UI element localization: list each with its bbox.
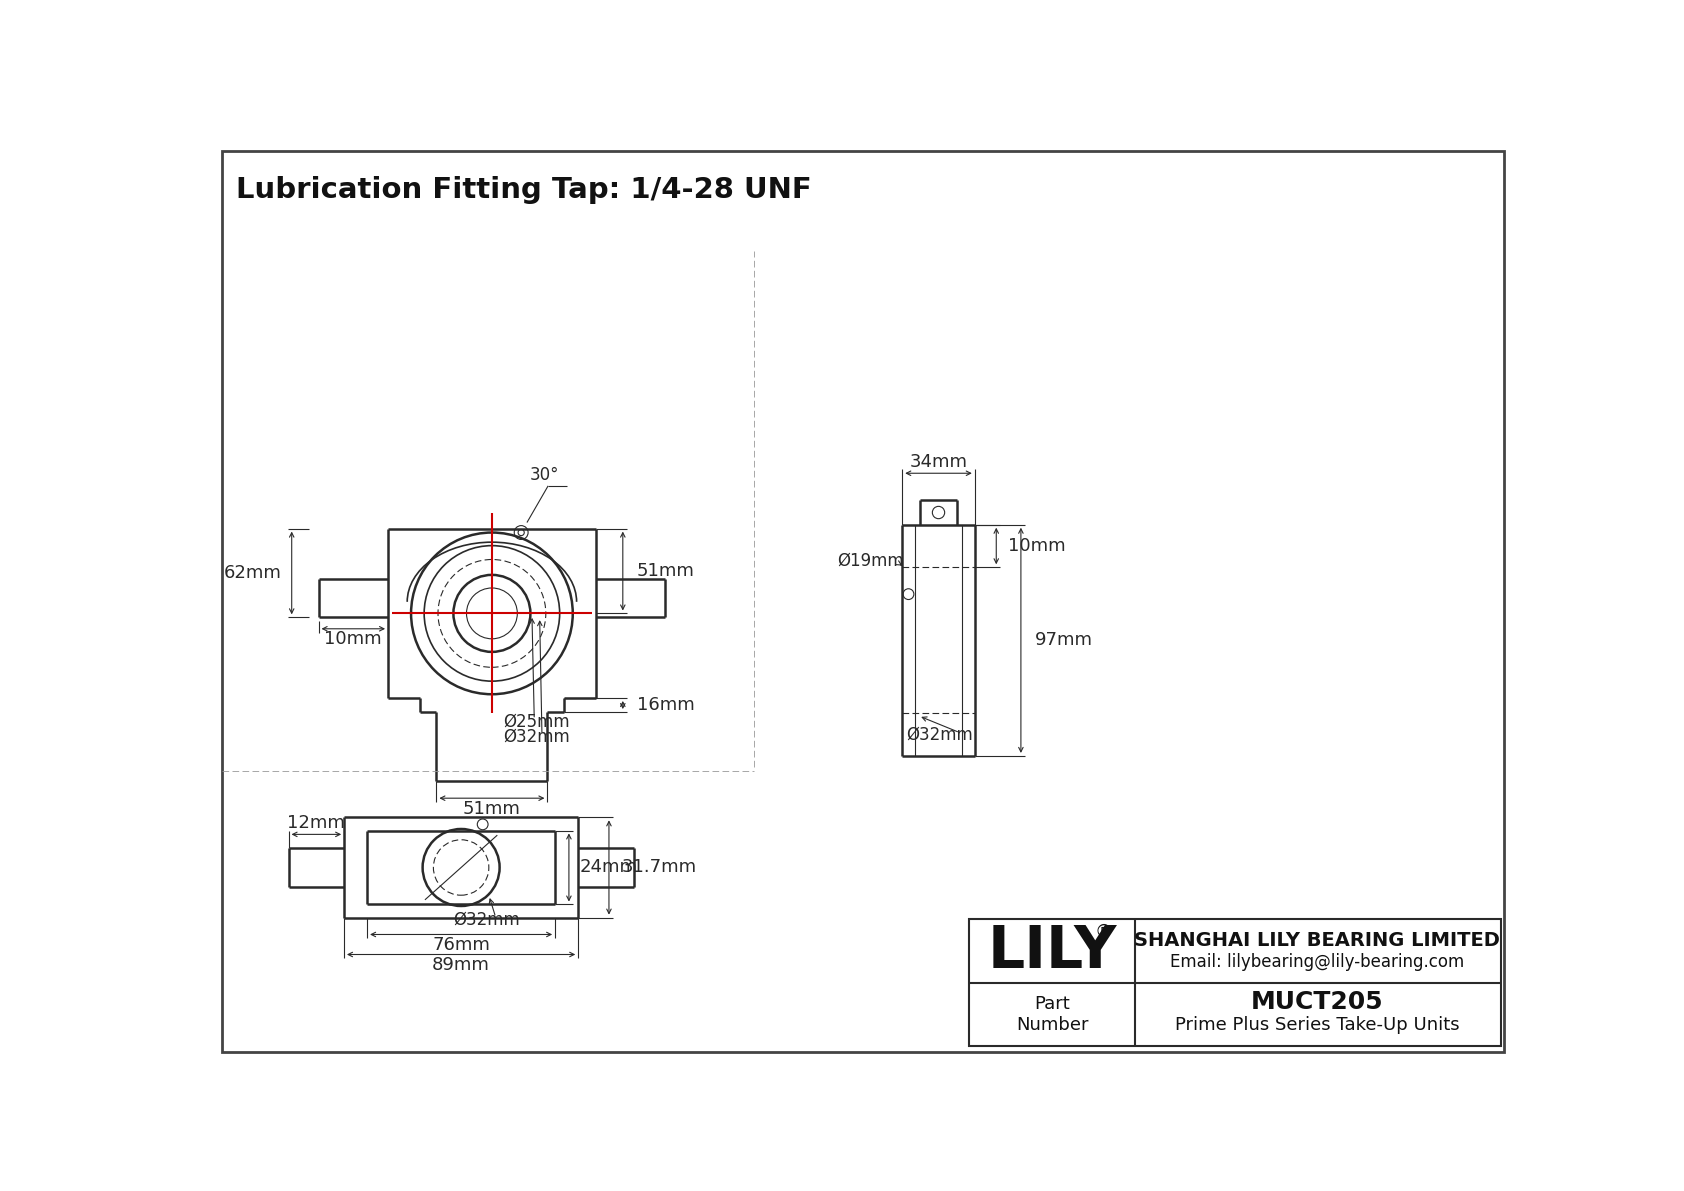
Text: 12mm: 12mm — [288, 813, 345, 831]
Text: Ø19mm: Ø19mm — [837, 553, 904, 570]
Text: 51mm: 51mm — [637, 562, 694, 580]
Text: 34mm: 34mm — [909, 453, 968, 470]
Text: 10mm: 10mm — [1007, 537, 1066, 555]
Text: 89mm: 89mm — [433, 956, 490, 974]
Text: 24mm: 24mm — [579, 859, 638, 877]
Text: SHANGHAI LILY BEARING LIMITED: SHANGHAI LILY BEARING LIMITED — [1135, 931, 1500, 950]
Text: Ø32mm: Ø32mm — [906, 727, 973, 744]
Text: 51mm: 51mm — [463, 800, 520, 818]
Text: 10mm: 10mm — [325, 630, 382, 648]
Text: Part
Number: Part Number — [1015, 996, 1090, 1034]
Text: LILY: LILY — [989, 923, 1116, 980]
Text: Lubrication Fitting Tap: 1/4-28 UNF: Lubrication Fitting Tap: 1/4-28 UNF — [236, 176, 812, 204]
Text: Ø32mm: Ø32mm — [504, 728, 571, 746]
Bar — [970, 919, 1500, 1046]
Text: 16mm: 16mm — [637, 696, 694, 715]
Text: 31.7mm: 31.7mm — [621, 859, 697, 877]
Text: 97mm: 97mm — [1034, 631, 1093, 649]
Text: MUCT205: MUCT205 — [1251, 990, 1384, 1015]
Text: Ø25mm: Ø25mm — [504, 712, 571, 730]
Text: 62mm: 62mm — [224, 565, 281, 582]
Text: Ø32mm: Ø32mm — [453, 911, 520, 929]
Text: 30°: 30° — [529, 466, 559, 484]
Text: ®: ® — [1095, 923, 1113, 941]
Text: 76mm: 76mm — [433, 936, 490, 954]
Text: Prime Plus Series Take-Up Units: Prime Plus Series Take-Up Units — [1175, 1016, 1460, 1034]
Text: Email: lilybearing@lily-bearing.com: Email: lilybearing@lily-bearing.com — [1170, 953, 1465, 971]
